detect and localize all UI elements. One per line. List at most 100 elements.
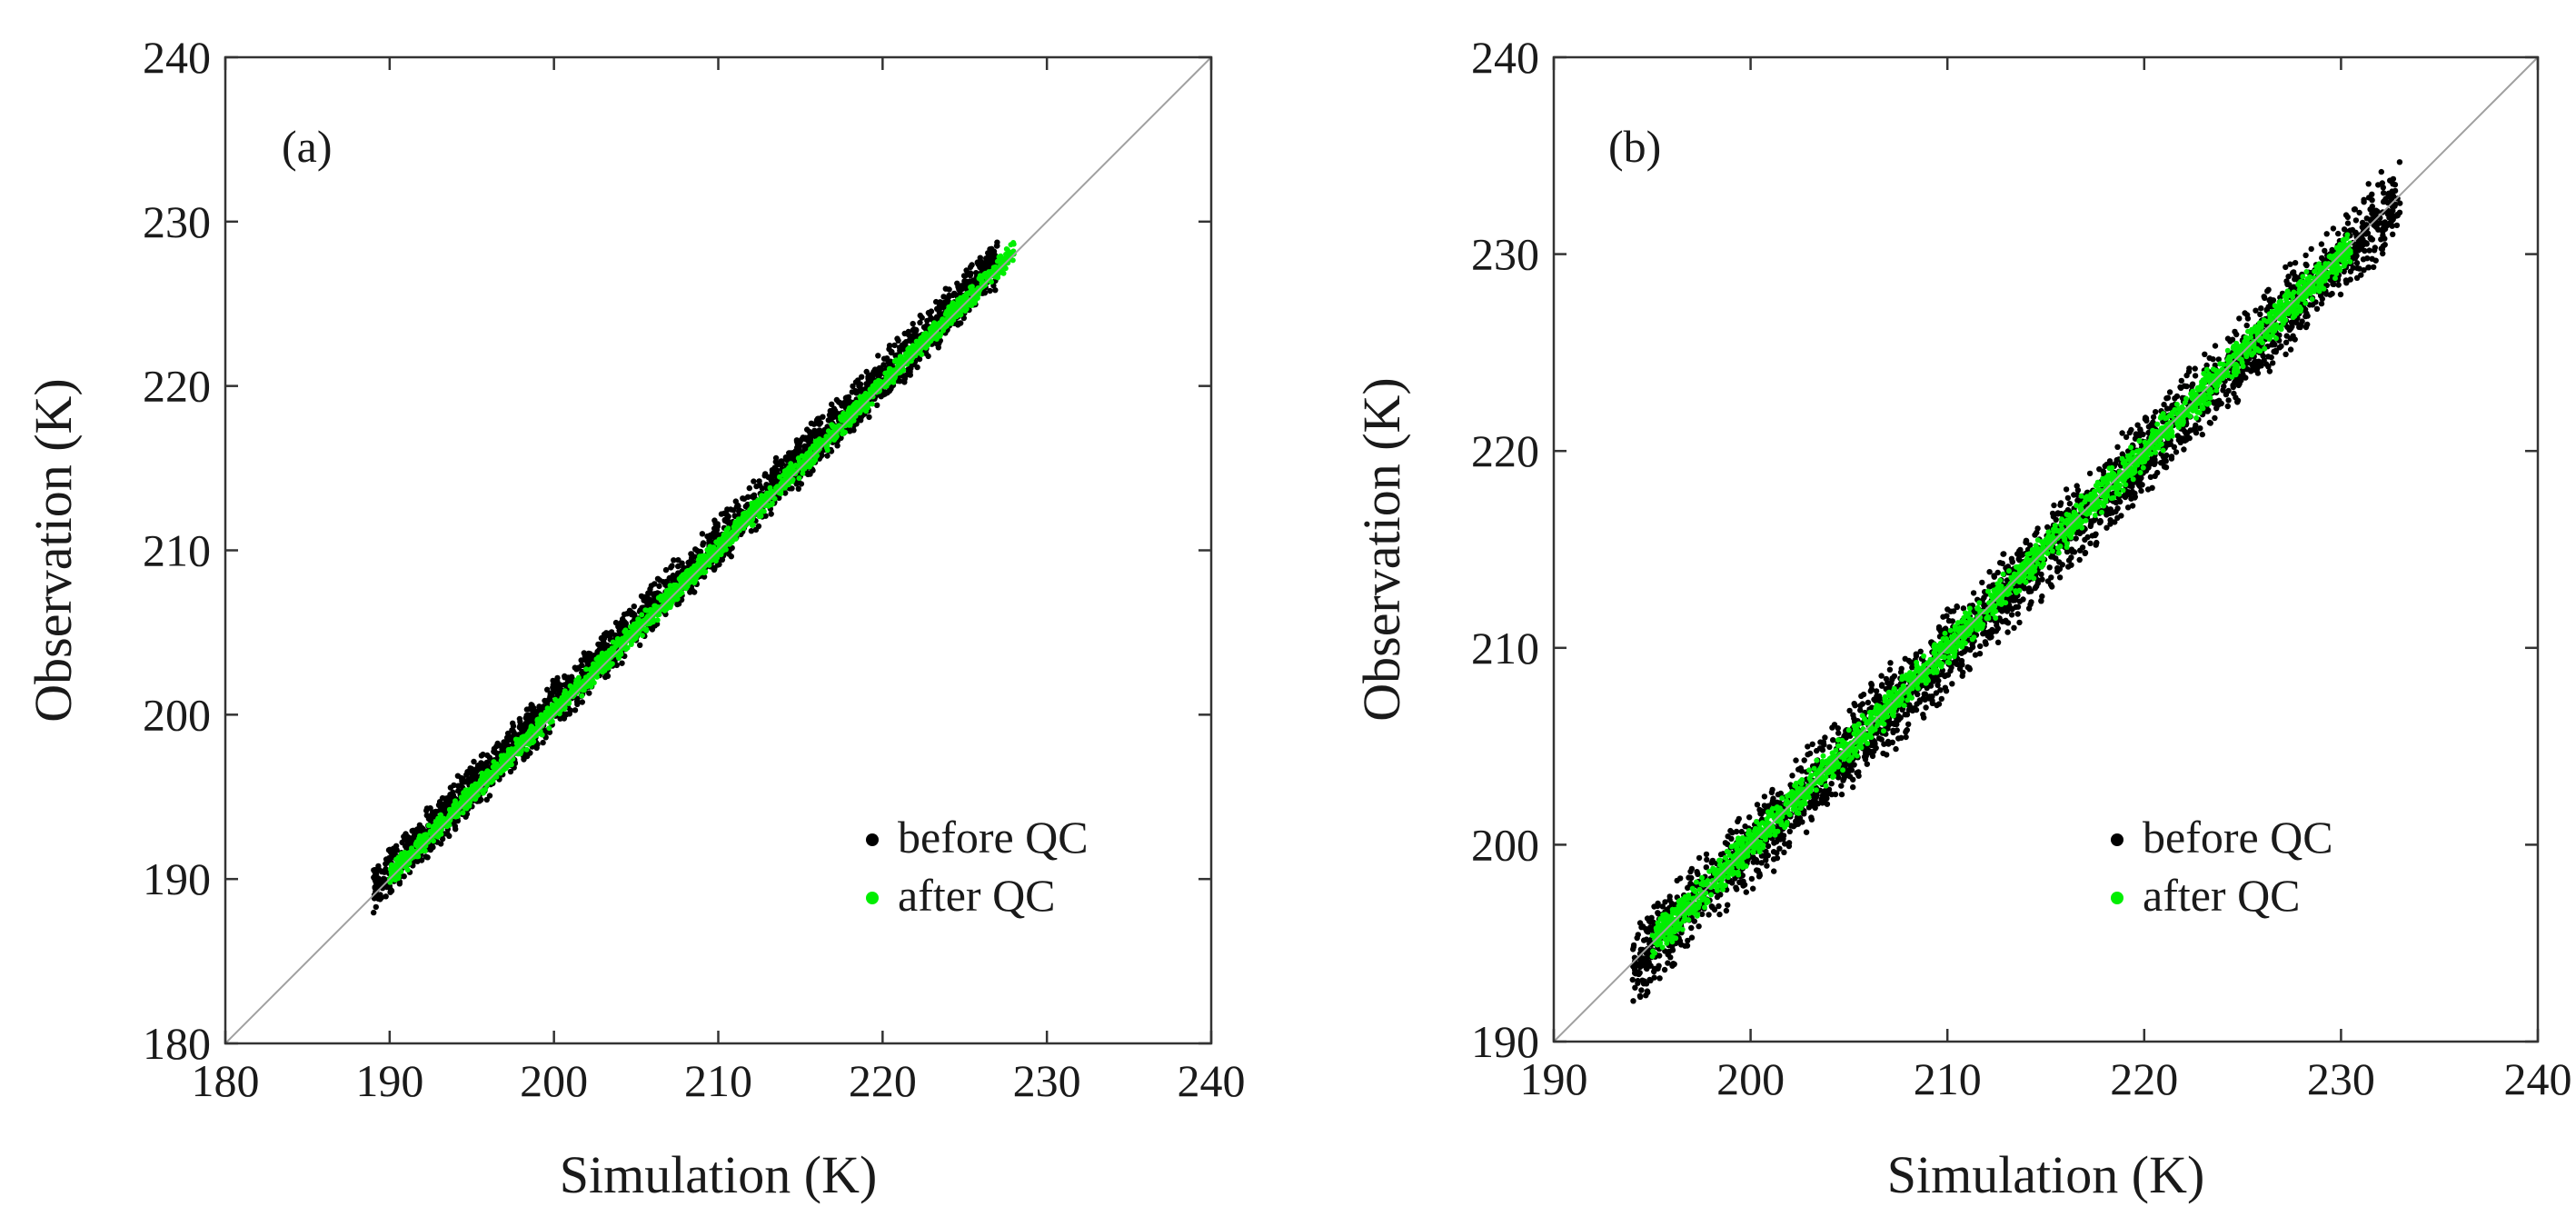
scatter-point-before-qc: [733, 504, 741, 510]
scatter-point-after-qc: [765, 503, 771, 509]
scatter-point-before-qc: [416, 823, 423, 830]
scatter-point-before-qc: [443, 798, 450, 804]
scatter-point-before-qc: [878, 394, 884, 400]
scatter-point-before-qc: [796, 443, 803, 450]
panel-label-a: (a): [282, 121, 333, 172]
scatter-point-after-qc: [592, 664, 598, 671]
scatter-point-before-qc: [962, 273, 969, 279]
scatter-point-before-qc: [373, 903, 379, 911]
scatter-point-before-qc: [840, 401, 847, 407]
scatter-point-after-qc: [790, 464, 796, 471]
scatter-point-before-qc: [814, 415, 821, 422]
scatter-point-before-qc: [769, 470, 776, 476]
y-axis-title-a: Observation (K): [24, 378, 83, 723]
scatter-point-before-qc: [410, 834, 416, 841]
scatter-point-before-qc: [656, 577, 663, 584]
scatter-point-before-qc: [586, 690, 592, 696]
scatter-point-before-qc: [404, 833, 411, 840]
scatter-point-before-qc: [833, 396, 840, 404]
scatter-point-after-qc: [538, 712, 544, 718]
scatter-point-after-qc: [480, 790, 486, 796]
panel-a: 180 190 200 210 220 230 2401801902002102202302…: [24, 32, 1246, 1204]
scatter-point-before-qc: [621, 611, 628, 618]
scatter-point-before-qc: [574, 695, 581, 702]
scatter-point-before-qc: [827, 414, 834, 421]
scatter-point-before-qc: [1638, 987, 1645, 993]
scatter-point-after-qc: [712, 558, 719, 564]
scatter-point-before-qc: [951, 290, 958, 297]
scatter-point-before-qc: [637, 642, 643, 648]
scatter-point-before-qc: [619, 660, 625, 666]
scatter-point-before-qc: [863, 368, 870, 375]
scatter-point-before-qc: [404, 839, 411, 845]
scatter-point-before-qc: [884, 389, 890, 396]
legend-marker-after-qc-a: [866, 892, 879, 904]
scatter-point-before-qc: [383, 893, 389, 900]
scatter-point-before-qc: [644, 600, 651, 606]
scatter-point-before-qc: [752, 526, 760, 533]
scatter-point-before-qc: [874, 402, 880, 408]
scatter-point-before-qc: [946, 286, 952, 293]
scatter-point-before-qc: [603, 630, 610, 636]
scatter-point-before-qc: [748, 528, 755, 534]
y-tick-label: 190: [143, 853, 211, 904]
scatter-point-after-qc: [949, 303, 955, 309]
scatter-point-before-qc: [435, 802, 443, 808]
scatter-point-after-qc: [778, 491, 784, 496]
scatter-point-before-qc: [556, 682, 562, 688]
scatter-point-before-qc: [396, 881, 403, 887]
x-tick-label: 220: [849, 1055, 917, 1106]
scatter-point-after-qc: [462, 792, 469, 798]
scatter-point-before-qc: [2202, 351, 2208, 357]
scatter-point-after-qc: [619, 637, 625, 643]
scatter-point-after-qc: [825, 428, 831, 434]
scatter-point-before-qc: [727, 506, 734, 513]
y-tick-label: 240: [143, 32, 211, 83]
scatter-point-after-qc: [1000, 270, 1007, 276]
scatter-point-after-qc: [919, 334, 925, 341]
scatter-point-before-qc: [565, 677, 572, 683]
scatter-point-before-qc: [2318, 241, 2325, 247]
scatter-point-before-qc: [372, 866, 378, 873]
scatter-point-before-qc: [463, 772, 470, 778]
scatter-point-before-qc: [981, 264, 989, 271]
scatter-point-before-qc: [849, 389, 855, 395]
scatter-point-after-qc: [430, 823, 436, 830]
scatter-point-before-qc: [956, 286, 962, 293]
scatter-point-before-qc: [901, 330, 908, 337]
scatter-point-after-qc: [640, 633, 645, 639]
scatter-point-before-qc: [372, 877, 378, 883]
scatter-point-before-qc: [806, 434, 812, 440]
scatter-point-after-qc: [622, 646, 629, 653]
legend-label-before-qc-a: before QC: [898, 812, 1089, 863]
scatter-point-after-qc: [888, 367, 894, 374]
scatter-point-before-qc: [850, 383, 856, 390]
scatter-point-before-qc: [891, 342, 898, 349]
scatter-point-after-qc: [422, 848, 428, 854]
scatter-point-after-qc: [777, 474, 782, 480]
scatter-point-before-qc: [517, 722, 523, 729]
scatter-point-after-qc: [782, 470, 789, 475]
scatter-point-before-qc: [612, 619, 620, 626]
scatter-point-after-qc: [650, 619, 656, 625]
scatter-point-before-qc: [529, 702, 535, 709]
scatter-point-after-qc: [433, 819, 439, 824]
scatter-point-before-qc: [632, 612, 638, 618]
scatter-point-before-qc: [581, 650, 587, 656]
scatter-point-before-qc: [675, 563, 681, 570]
scatter-point-after-qc: [764, 490, 770, 496]
scatter-point-before-qc: [679, 560, 685, 566]
scatter-point-after-qc: [850, 406, 856, 413]
scatter-point-before-qc: [574, 701, 581, 707]
scatter-point-before-qc: [704, 533, 711, 540]
scatter-point-before-qc: [540, 739, 546, 746]
scatter-point-before-qc: [994, 243, 1000, 249]
scatter-point-before-qc: [516, 715, 523, 723]
scatter-point-before-qc: [670, 574, 676, 581]
scatter-point-after-qc: [480, 773, 486, 779]
scatter-point-before-qc: [465, 776, 472, 783]
scatter-point-after-qc: [667, 604, 673, 611]
scatter-point-after-qc: [796, 475, 802, 482]
